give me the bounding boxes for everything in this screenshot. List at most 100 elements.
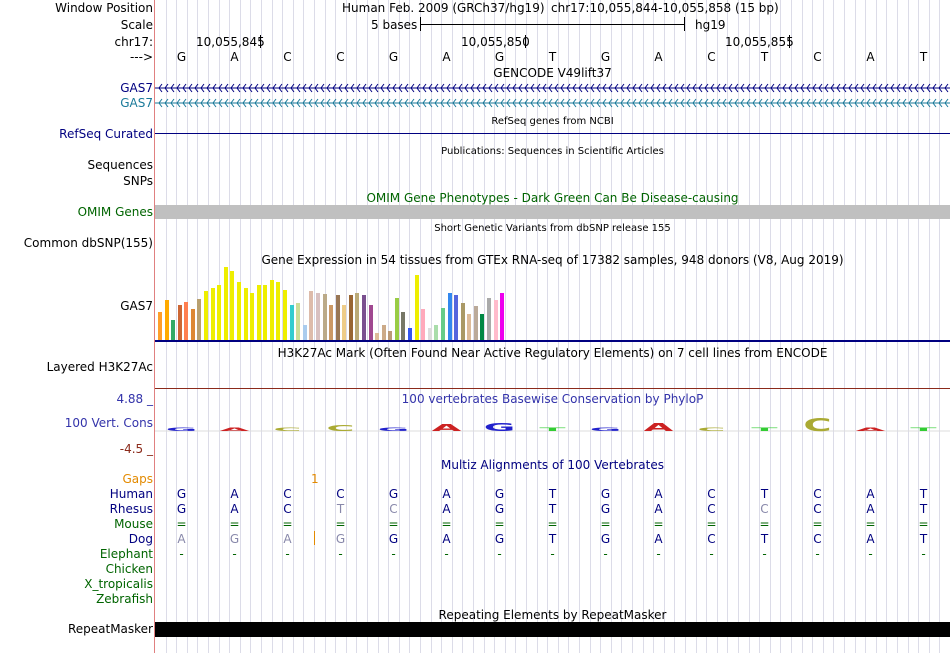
gtex-bar[interactable] [244, 288, 248, 340]
multiz-species-label[interactable]: Mouse [114, 517, 153, 531]
phylop-label[interactable]: 100 Vert. Cons [64, 416, 153, 430]
gtex-bar[interactable] [270, 280, 274, 340]
gtex-baseline [155, 340, 950, 342]
gtex-bar[interactable] [382, 325, 386, 340]
gtex-bar[interactable] [467, 314, 471, 340]
gtex-bar[interactable] [171, 320, 175, 340]
grid-line [812, 0, 813, 653]
multiz-species-label[interactable]: Rhesus [109, 502, 153, 516]
gtex-bar[interactable] [191, 309, 195, 340]
gtex-bar[interactable] [401, 312, 405, 340]
gtex-bar[interactable] [296, 303, 300, 340]
gencode-gene-1-track[interactable] [155, 83, 950, 93]
gtex-bar[interactable] [369, 305, 373, 340]
gtex-bar[interactable] [184, 302, 188, 340]
gtex-bar[interactable] [290, 305, 294, 340]
gtex-bar[interactable] [434, 325, 438, 340]
gtex-bar[interactable] [500, 293, 504, 340]
gtex-bar[interactable] [276, 282, 280, 340]
label-divider [154, 0, 155, 653]
gtex-bar[interactable] [250, 293, 254, 340]
gtex-bar[interactable] [263, 285, 267, 340]
gtex-bar[interactable] [395, 298, 399, 340]
refseq-gene-line[interactable] [155, 133, 950, 134]
gtex-bar[interactable] [441, 308, 445, 340]
gtex-bar[interactable] [283, 290, 287, 340]
grid-line [929, 0, 930, 653]
gtex-bar[interactable] [421, 309, 425, 340]
gtex-bar[interactable] [165, 300, 169, 340]
multiz-species-label[interactable]: X_tropicalis [84, 577, 153, 591]
phylop-letter: G [590, 427, 622, 432]
gtex-bar[interactable] [178, 305, 182, 340]
grid-line [759, 0, 760, 653]
multiz-base: G [388, 532, 399, 546]
gtex-bar[interactable] [323, 294, 327, 340]
multiz-base: - [921, 547, 926, 561]
gencode-gene-1-label[interactable]: GAS7 [120, 81, 153, 95]
h3k27ac-signal-line[interactable] [155, 388, 950, 389]
gtex-label[interactable]: GAS7 [120, 299, 153, 313]
multiz-base: - [338, 547, 343, 561]
gtex-bar[interactable] [428, 328, 432, 340]
multiz-base: C [707, 502, 716, 516]
base-letter: C [813, 50, 822, 64]
refseq-label[interactable]: RefSeq Curated [59, 127, 153, 141]
repeatmasker-feature-bar[interactable] [155, 622, 950, 637]
gtex-bar[interactable] [349, 295, 353, 340]
gtex-title: Gene Expression in 54 tissues from GTEx … [261, 253, 844, 267]
gtex-bar[interactable] [211, 288, 215, 340]
dbsnp-label[interactable]: Common dbSNP(155) [23, 236, 153, 250]
grid-line [526, 0, 527, 653]
omim-label[interactable]: OMIM Genes [77, 205, 153, 219]
gtex-bar[interactable] [408, 328, 412, 340]
multiz-species-label[interactable]: Elephant [99, 547, 153, 561]
multiz-species-label[interactable]: Chicken [105, 562, 153, 576]
gtex-bar[interactable] [355, 293, 359, 340]
omim-feature-bar[interactable] [155, 205, 950, 219]
gtex-bar[interactable] [217, 285, 221, 340]
grid-line [420, 0, 421, 653]
phylop-letter: T [910, 427, 937, 432]
gtex-bar[interactable] [303, 325, 307, 340]
publications-snps-label[interactable]: SNPs [123, 174, 153, 188]
gtex-bar[interactable] [474, 306, 478, 340]
multiz-species-label[interactable]: Zebrafish [96, 592, 153, 606]
chrom-label: chr17: [114, 35, 153, 49]
gtex-bar[interactable] [362, 295, 366, 340]
gtex-bar[interactable] [257, 285, 261, 340]
gtex-bar[interactable] [197, 299, 201, 340]
gtex-bar[interactable] [415, 275, 419, 340]
multiz-species-label[interactable]: Human [109, 487, 153, 501]
gtex-bar[interactable] [454, 295, 458, 340]
h3k27ac-label[interactable]: Layered H3K27Ac [46, 360, 153, 374]
multiz-base: G [494, 532, 505, 546]
gtex-bar[interactable] [329, 305, 333, 340]
gtex-bar[interactable] [158, 312, 162, 340]
gtex-bar[interactable] [480, 314, 484, 340]
publications-sequences-label[interactable]: Sequences [87, 158, 153, 172]
gtex-bar[interactable] [224, 267, 228, 340]
scale-db: hg19 [695, 18, 726, 32]
gtex-bar[interactable] [204, 291, 208, 340]
gtex-bar[interactable] [342, 305, 346, 340]
gtex-bar[interactable] [461, 303, 465, 340]
gtex-bar[interactable] [230, 271, 234, 340]
gencode-gene-2-label[interactable]: GAS7 [120, 96, 153, 110]
multiz-base: - [285, 547, 290, 561]
gtex-bar[interactable] [316, 293, 320, 340]
gtex-bar[interactable] [309, 291, 313, 340]
gtex-bar[interactable] [448, 293, 452, 340]
gencode-gene-2-track[interactable] [155, 98, 950, 108]
gtex-bar[interactable] [237, 282, 241, 340]
gtex-bar[interactable] [375, 333, 379, 340]
gtex-bar[interactable] [494, 300, 498, 340]
gtex-bar[interactable] [336, 295, 340, 340]
gtex-bar[interactable] [487, 298, 491, 340]
multiz-species-label[interactable]: Dog [128, 532, 153, 546]
grid-line [314, 0, 315, 653]
gtex-bar[interactable] [388, 331, 392, 340]
multiz-gaps-label[interactable]: Gaps [122, 472, 153, 486]
repeatmasker-label[interactable]: RepeatMasker [67, 622, 153, 636]
